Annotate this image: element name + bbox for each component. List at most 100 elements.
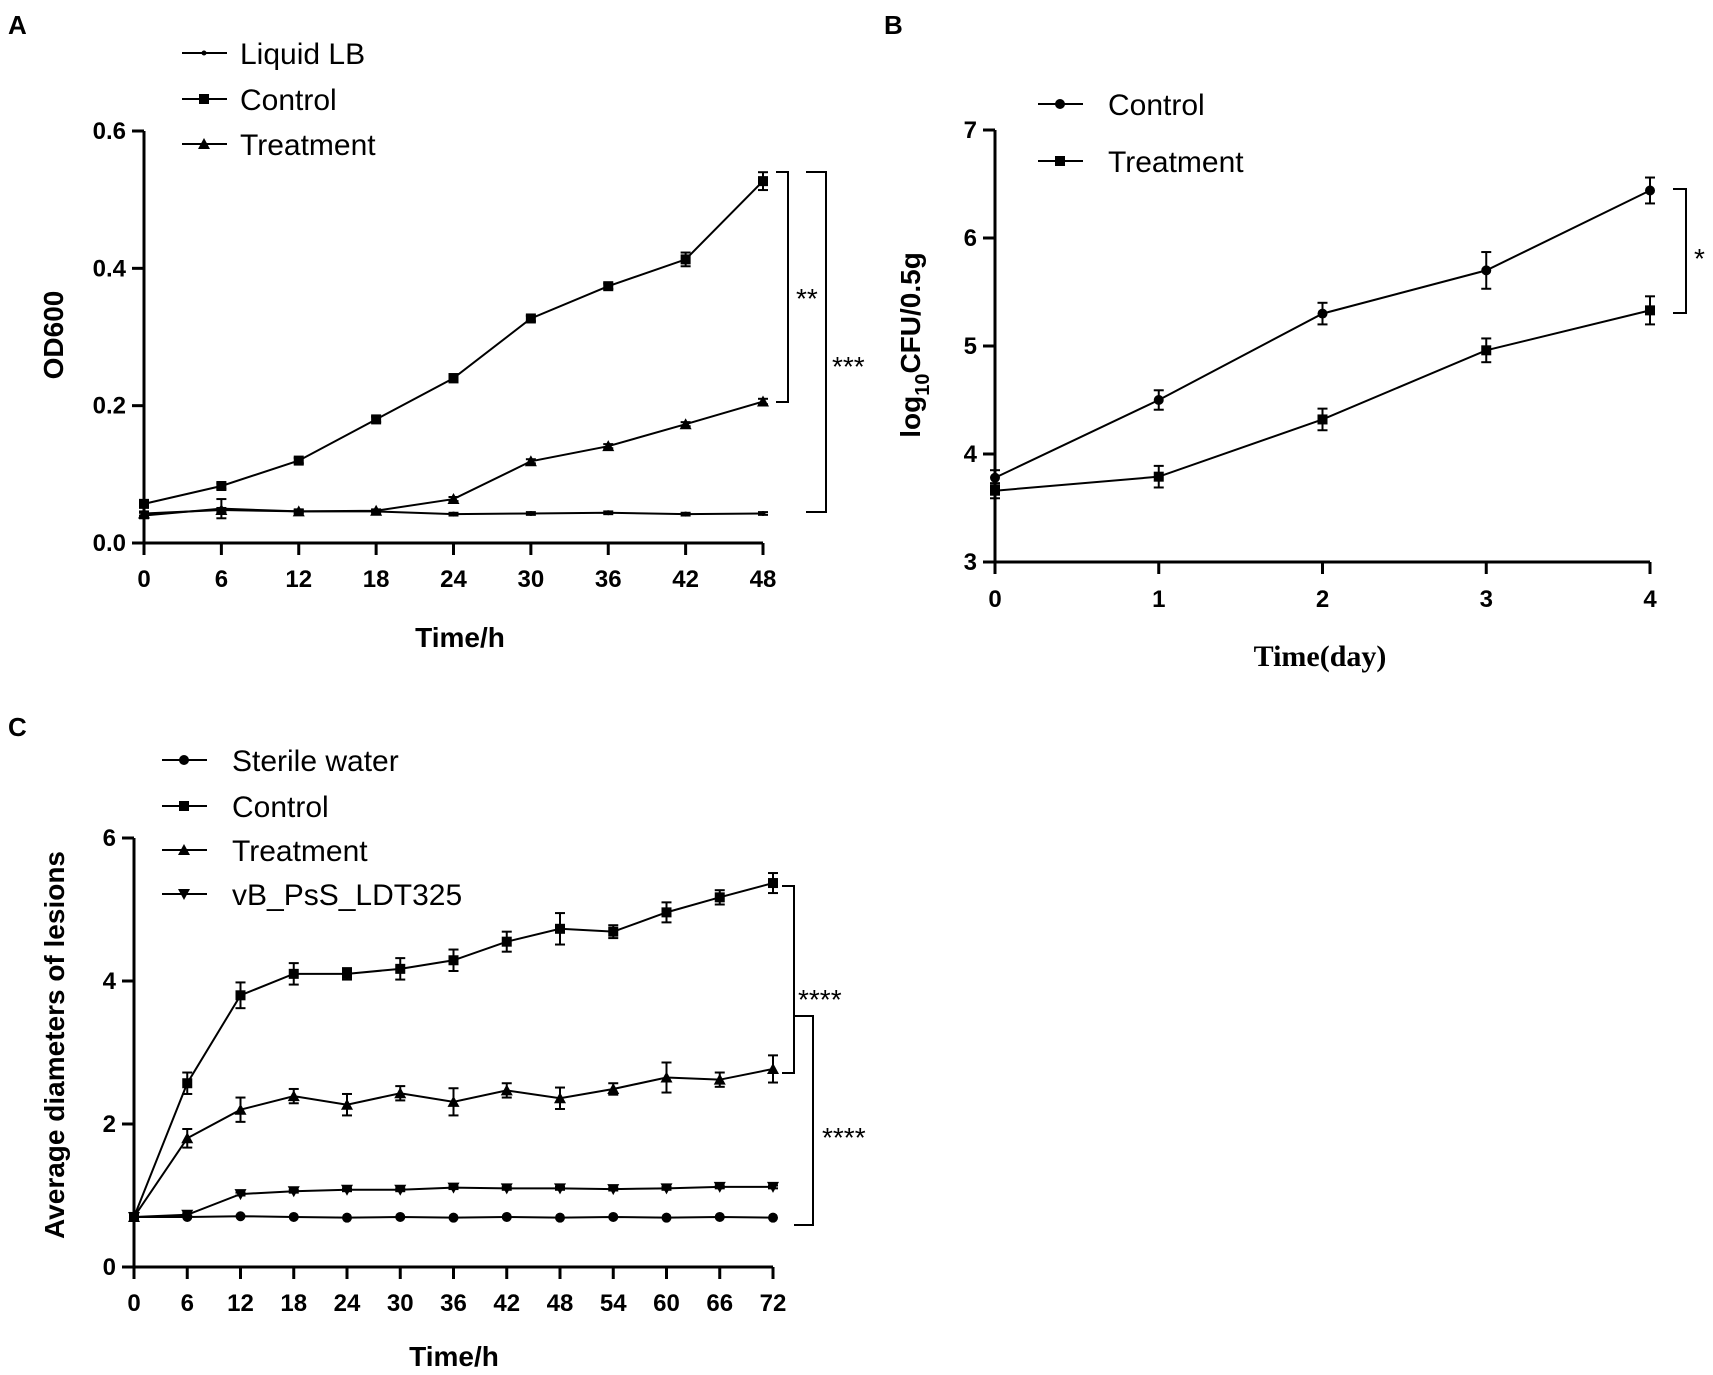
legend-c-sterile-water: Sterile water bbox=[232, 745, 399, 778]
legend-control: Control bbox=[240, 84, 337, 117]
panel-a-label: A bbox=[8, 10, 27, 40]
panel-c-x-tick-label: 54 bbox=[600, 1290, 627, 1317]
panel-c-control-point bbox=[448, 955, 459, 966]
panel-a-treatment-point bbox=[215, 504, 228, 516]
panel-c-sterile-water-point bbox=[501, 1211, 512, 1222]
panel-c-vb-pss-ldt325-point bbox=[181, 1209, 194, 1221]
panel-c-vb-pss-ldt325-point bbox=[660, 1183, 673, 1195]
panel-a: A Liquid LB Control Treatment 0 6 12 18 24 30… bbox=[8, 10, 865, 653]
panel-b-treatment-point bbox=[1481, 345, 1492, 356]
panel-a-liquid-lb-point bbox=[528, 510, 534, 516]
panel-c-treatment-point bbox=[500, 1084, 513, 1096]
panel-c-treatment-point bbox=[554, 1092, 566, 1104]
panel-c-control-point bbox=[661, 907, 672, 918]
panel-b-x-tick-label: 4 bbox=[1643, 586, 1657, 613]
panel-b-series bbox=[990, 176, 1655, 500]
panel-c-x-tick-label: 30 bbox=[387, 1290, 414, 1317]
panel-c-significance: **** **** bbox=[782, 885, 866, 1226]
panel-c-y-tick-label: 6 bbox=[103, 825, 116, 852]
panel-c-x-tick-label: 12 bbox=[227, 1290, 254, 1317]
panel-b-treatment-point bbox=[1645, 305, 1655, 316]
panel-a-control-point bbox=[758, 176, 768, 187]
panel-c-treatment-point bbox=[234, 1103, 247, 1115]
panel-b-x-tick-label: 0 bbox=[988, 586, 1001, 613]
panel-b-control-point bbox=[1153, 395, 1164, 405]
panel-b-treatment-point bbox=[1153, 471, 1164, 482]
panel-c-series-sterile-water bbox=[129, 1211, 778, 1223]
panel-c-control-point bbox=[288, 968, 299, 979]
panel-a-treatment-point bbox=[757, 395, 769, 407]
panel-a-series-control bbox=[139, 171, 768, 509]
panel-c: C Sterile water Control Treatment vB_PsS… bbox=[8, 712, 866, 1372]
panel-c-control-point bbox=[501, 936, 512, 947]
legend-c-control-marker bbox=[179, 801, 189, 811]
panel-c-y-tick-label: 4 bbox=[103, 968, 117, 995]
panel-b-x-tick-label: 3 bbox=[1480, 586, 1493, 613]
panel-b-control-point bbox=[1645, 185, 1655, 196]
panel-a-x-tick-label: 12 bbox=[285, 566, 312, 593]
panel-a-y-tick-label: 0.6 bbox=[93, 118, 126, 145]
panel-c-legend: Sterile water Control Treatment vB_PsS_L… bbox=[162, 745, 462, 912]
panel-b-control-point bbox=[990, 472, 1000, 483]
panel-c-treatment-point bbox=[394, 1087, 407, 1099]
panel-c-treatment-point bbox=[181, 1132, 194, 1144]
panel-a-y-tick-label: 0.0 bbox=[93, 530, 126, 557]
panel-a-control-point bbox=[216, 481, 227, 492]
panel-a-x-tick-label: 6 bbox=[215, 566, 228, 593]
legend-c-phage: vB_PsS_LDT325 bbox=[232, 879, 462, 912]
panel-a-x-tick-label: 48 bbox=[750, 566, 777, 593]
panel-a-treatment-point bbox=[679, 418, 692, 430]
bracket-c-treatment-water bbox=[794, 1015, 814, 1226]
sig-b-control-treatment: * bbox=[1694, 243, 1705, 274]
panel-a-liquid-lb-point bbox=[605, 510, 611, 516]
panel-a-treatment-point bbox=[292, 505, 305, 517]
legend-c-phage-marker bbox=[178, 889, 190, 900]
panel-c-sterile-water-point bbox=[714, 1211, 725, 1222]
legend-b-control-marker bbox=[1055, 99, 1065, 109]
panel-a-x-tick-label: 18 bbox=[363, 566, 390, 593]
legend-c-sterile-water-marker bbox=[179, 755, 189, 765]
panel-b-y-tick-label: 3 bbox=[964, 549, 977, 576]
panel-c-control-point bbox=[555, 923, 565, 934]
panel-c-control-point bbox=[768, 878, 778, 889]
panel-c-x-tick-label: 42 bbox=[493, 1290, 520, 1317]
panel-b-y-tick-label: 4 bbox=[964, 441, 978, 468]
legend-liquid-lb: Liquid LB bbox=[240, 38, 365, 71]
legend-c-treatment-marker bbox=[178, 844, 190, 855]
panel-b-series-treatment bbox=[990, 295, 1655, 500]
panel-b-series-control bbox=[990, 176, 1655, 487]
panel-c-vb-pss-ldt325-point bbox=[447, 1182, 460, 1194]
panel-c-series-control bbox=[129, 872, 778, 1222]
bracket-c-control-treatment bbox=[782, 885, 795, 1074]
panel-c-x-tick-label: 36 bbox=[440, 1290, 467, 1317]
panel-c-vb-pss-ldt325-point bbox=[713, 1181, 726, 1193]
panel-c-control-point bbox=[608, 926, 619, 937]
panel-c-x-tick-label: 24 bbox=[334, 1290, 361, 1317]
sig-a-control-treatment: ** bbox=[796, 283, 818, 314]
panel-b-control-point bbox=[1481, 265, 1492, 276]
bracket-a-control-treatment bbox=[776, 171, 789, 403]
panel-a-series bbox=[138, 171, 769, 520]
sig-a-control-lb: *** bbox=[832, 351, 865, 382]
panel-a-series-treatment bbox=[138, 395, 769, 519]
panel-a-treatment-point bbox=[447, 493, 460, 505]
panel-a-x-tick-label: 42 bbox=[672, 566, 699, 593]
panel-c-control-point bbox=[182, 1078, 193, 1089]
panel-c-x-axis-title: Time/h bbox=[409, 1341, 499, 1372]
panel-a-treatment-point bbox=[524, 455, 537, 467]
panel-c-sterile-water-point bbox=[235, 1211, 246, 1222]
panel-c-vb-pss-ldt325-point bbox=[128, 1211, 140, 1223]
panel-c-sterile-water-point bbox=[448, 1212, 459, 1223]
panel-a-x-tick-label: 36 bbox=[595, 566, 622, 593]
panel-a-x-tick-label: 0 bbox=[137, 566, 150, 593]
panel-c-control-line bbox=[133, 882, 774, 1218]
panel-b-y-tick-label: 6 bbox=[964, 225, 977, 252]
panel-c-vb-pss-ldt325-point bbox=[607, 1184, 620, 1196]
panel-c-y-axis-title: Average diameters of lesions bbox=[39, 851, 70, 1239]
panel-c-series-vb-pss-ldt325 bbox=[128, 1181, 779, 1223]
panel-b-axes: 0 1 2 3 4 3 4 5 6 7 bbox=[964, 117, 1658, 613]
legend-c-treatment: Treatment bbox=[232, 835, 368, 868]
panel-c-x-tick-label: 48 bbox=[547, 1290, 574, 1317]
panel-a-x-tick-label: 30 bbox=[518, 566, 545, 593]
